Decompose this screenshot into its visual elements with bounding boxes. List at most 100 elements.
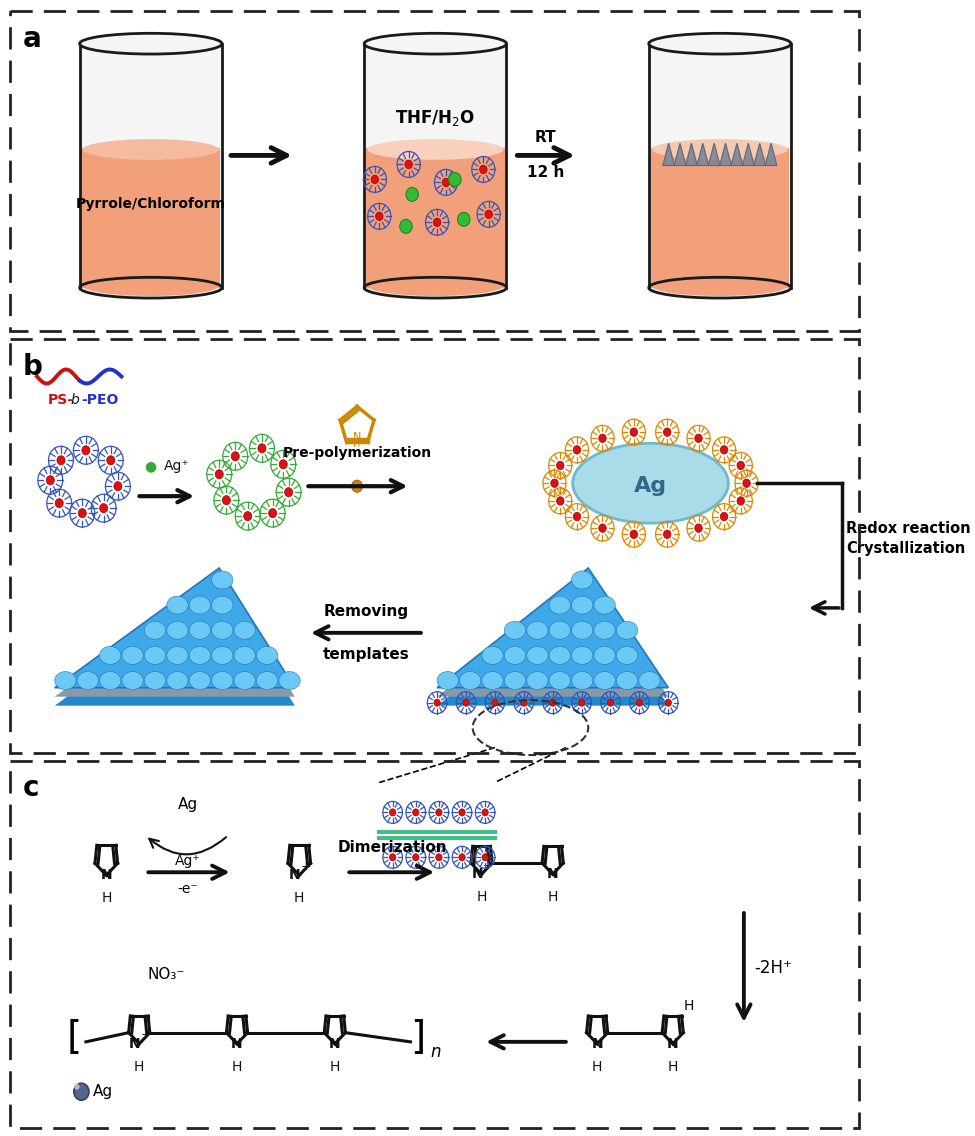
Text: Dimerization: Dimerization: [337, 841, 448, 855]
Ellipse shape: [663, 531, 671, 538]
Polygon shape: [720, 143, 731, 166]
Polygon shape: [675, 143, 685, 166]
Text: -PEO: -PEO: [82, 393, 119, 408]
Text: N: N: [667, 1037, 679, 1051]
Text: ●: ●: [144, 459, 157, 474]
Ellipse shape: [737, 496, 745, 506]
Ellipse shape: [46, 476, 55, 485]
Ellipse shape: [571, 571, 593, 588]
Text: Ag: Ag: [93, 1084, 113, 1100]
Ellipse shape: [648, 33, 791, 55]
Bar: [650, 149, 789, 287]
FancyArrowPatch shape: [149, 837, 226, 854]
Ellipse shape: [189, 596, 211, 615]
Text: N: N: [353, 433, 362, 442]
Text: THF/H$_2$O: THF/H$_2$O: [395, 108, 476, 127]
Ellipse shape: [663, 428, 671, 436]
Text: Ag: Ag: [634, 476, 667, 496]
Bar: [365, 43, 506, 287]
Text: N: N: [100, 868, 112, 883]
Text: N: N: [289, 868, 300, 883]
Ellipse shape: [352, 481, 363, 492]
Ellipse shape: [366, 277, 505, 298]
Ellipse shape: [504, 671, 526, 690]
Text: +: +: [140, 1028, 151, 1042]
Ellipse shape: [607, 699, 613, 707]
Ellipse shape: [365, 33, 506, 55]
Text: H: H: [548, 891, 558, 904]
Ellipse shape: [549, 621, 570, 640]
Ellipse shape: [482, 809, 488, 816]
Text: Removing: Removing: [324, 604, 409, 619]
Ellipse shape: [550, 699, 556, 707]
Polygon shape: [697, 143, 709, 166]
Text: NO₃⁻: NO₃⁻: [147, 967, 184, 982]
Ellipse shape: [459, 671, 481, 690]
Ellipse shape: [285, 487, 292, 496]
Ellipse shape: [652, 139, 788, 160]
Ellipse shape: [594, 646, 615, 665]
Ellipse shape: [448, 173, 461, 186]
Ellipse shape: [459, 809, 465, 816]
Polygon shape: [731, 143, 743, 166]
Bar: [11, 760, 860, 1128]
Ellipse shape: [695, 524, 702, 533]
Ellipse shape: [74, 1084, 89, 1100]
Ellipse shape: [557, 461, 564, 469]
Ellipse shape: [737, 461, 745, 469]
Ellipse shape: [77, 671, 98, 690]
Ellipse shape: [144, 646, 166, 665]
Ellipse shape: [83, 275, 218, 296]
Ellipse shape: [167, 621, 188, 640]
Ellipse shape: [279, 671, 300, 690]
Ellipse shape: [368, 139, 503, 160]
Text: [: [: [66, 1019, 82, 1056]
Text: Pre-polymerization: Pre-polymerization: [283, 446, 432, 460]
Ellipse shape: [571, 646, 593, 665]
Text: H: H: [683, 999, 694, 1013]
Ellipse shape: [551, 479, 559, 487]
Ellipse shape: [167, 646, 188, 665]
Ellipse shape: [549, 671, 570, 690]
Polygon shape: [437, 568, 668, 687]
Text: 12 h: 12 h: [526, 166, 565, 181]
Text: N: N: [231, 1037, 243, 1051]
Ellipse shape: [652, 275, 788, 296]
Text: Ag⁺: Ag⁺: [164, 459, 190, 474]
Ellipse shape: [106, 456, 115, 465]
Ellipse shape: [82, 445, 90, 454]
Text: H: H: [353, 440, 361, 450]
Text: H: H: [101, 892, 111, 905]
Bar: [80, 43, 222, 287]
Ellipse shape: [639, 671, 660, 690]
Polygon shape: [765, 143, 777, 166]
Ellipse shape: [526, 671, 548, 690]
Bar: [648, 43, 791, 287]
Ellipse shape: [637, 699, 643, 707]
Ellipse shape: [74, 1084, 80, 1089]
Ellipse shape: [549, 646, 570, 665]
Ellipse shape: [521, 699, 526, 707]
Text: b: b: [71, 393, 80, 408]
Text: +: +: [483, 859, 493, 871]
Ellipse shape: [234, 646, 255, 665]
Ellipse shape: [599, 434, 606, 443]
Ellipse shape: [81, 277, 220, 298]
Ellipse shape: [412, 809, 419, 816]
Ellipse shape: [571, 621, 593, 640]
Text: PS-: PS-: [48, 393, 74, 408]
Text: Ag⁺: Ag⁺: [176, 854, 201, 868]
Ellipse shape: [482, 646, 503, 665]
Polygon shape: [709, 143, 720, 166]
Ellipse shape: [594, 621, 615, 640]
Ellipse shape: [504, 646, 526, 665]
Ellipse shape: [549, 596, 570, 615]
Bar: [82, 149, 220, 287]
Ellipse shape: [480, 165, 488, 174]
Ellipse shape: [212, 671, 233, 690]
Text: -2H⁺: -2H⁺: [755, 959, 793, 977]
Ellipse shape: [571, 671, 593, 690]
Ellipse shape: [437, 671, 458, 690]
Ellipse shape: [721, 512, 727, 520]
Ellipse shape: [443, 178, 449, 186]
